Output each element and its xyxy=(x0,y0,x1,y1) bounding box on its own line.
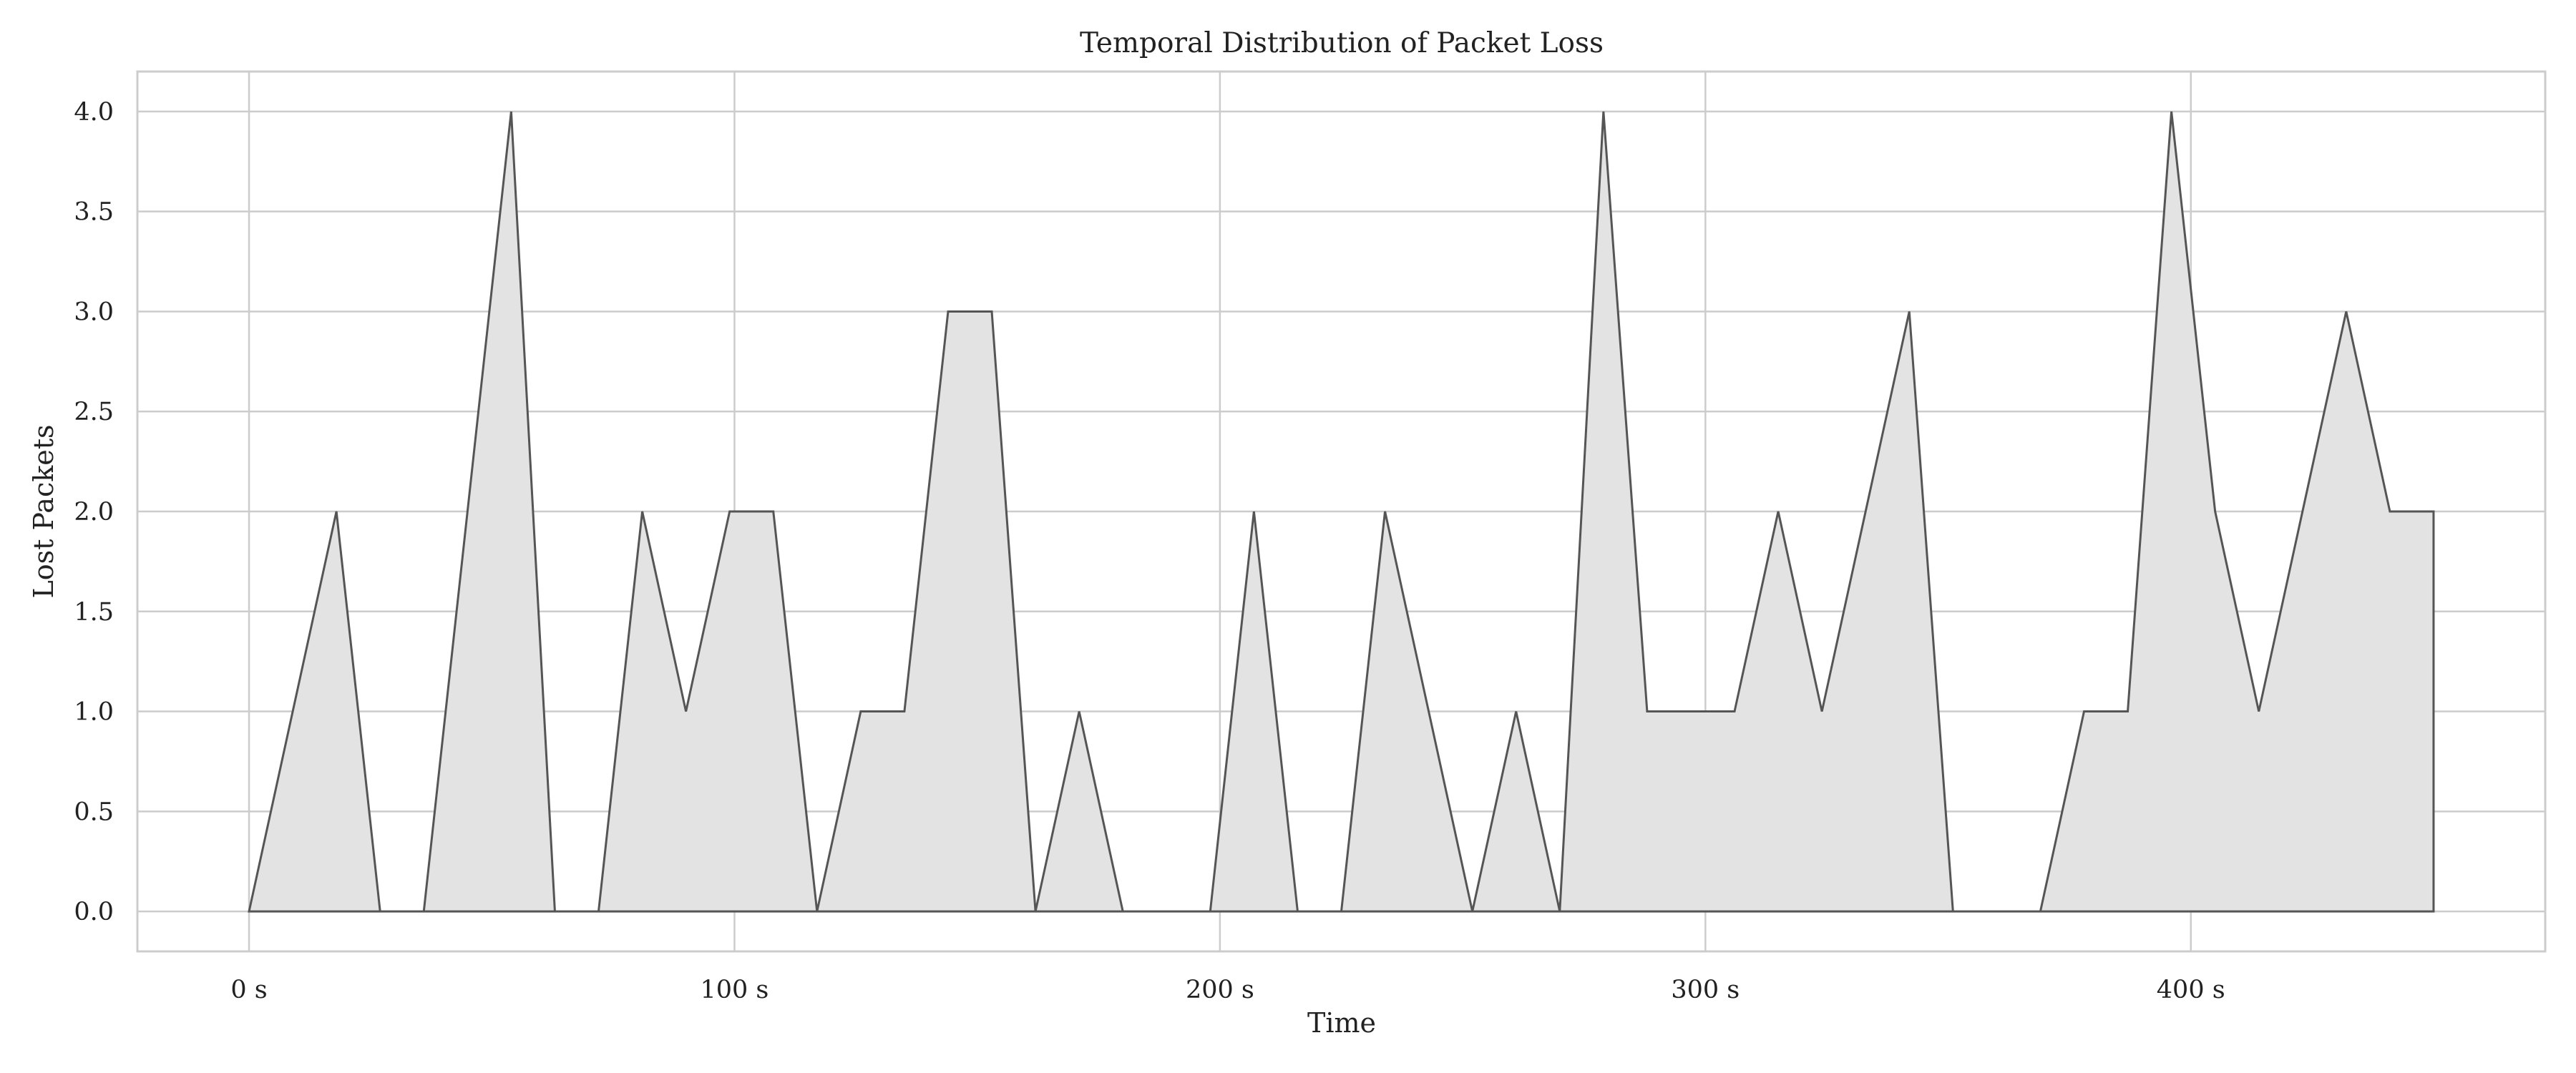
x-axis-label: Time xyxy=(1307,1007,1376,1039)
x-tick-label: 200 s xyxy=(1186,976,1254,1004)
y-tick-label: 1.0 xyxy=(74,698,114,727)
x-tick-label: 400 s xyxy=(2157,976,2225,1004)
y-tick-label: 2.0 xyxy=(74,498,114,526)
y-tick-label: 0.5 xyxy=(74,798,114,826)
y-tick-label: 3.0 xyxy=(74,298,114,326)
plot-frame xyxy=(136,70,2547,953)
x-tick-label: 0 s xyxy=(230,976,267,1004)
series-line xyxy=(248,111,2435,913)
y-tick-label: 3.5 xyxy=(74,198,114,227)
y-tick-label: 0.0 xyxy=(74,898,114,926)
x-tick-label: 300 s xyxy=(1671,976,1740,1004)
y-tick-label: 4.0 xyxy=(74,98,114,127)
y-tick-label: 1.5 xyxy=(74,598,114,627)
data-layer xyxy=(248,111,2435,913)
y-axis-label: Lost Packets xyxy=(28,424,59,598)
tick-labels: 0.0 0.5 1.0 1.5 2.0 2.5 3.0 3.5 4.0 0 s 100 s 200 s… xyxy=(74,98,2225,1004)
series-area-fill xyxy=(249,111,2434,912)
x-tick-label: 100 s xyxy=(701,976,769,1004)
chart-title: Temporal Distribution of Packet Loss xyxy=(1080,27,1604,59)
y-tick-label: 2.5 xyxy=(74,398,114,426)
